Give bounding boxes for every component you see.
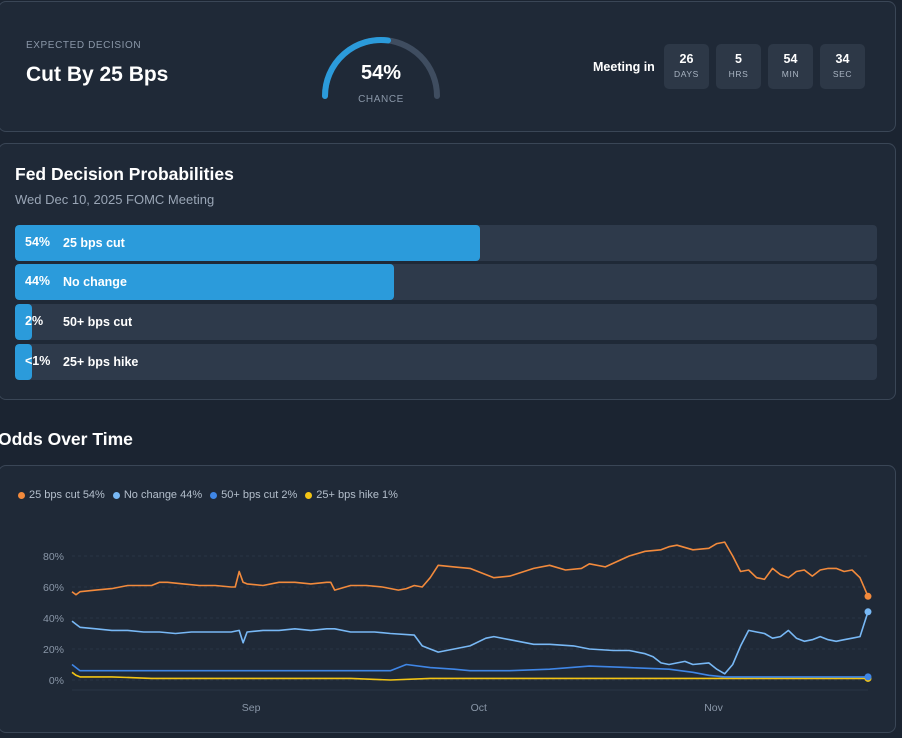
countdown-unit: DAYS [674,69,699,79]
odds-line-chart: 0% 20% 40% 60% 80% Sep Oct Nov [43,541,872,714]
probability-bar-fill [15,225,481,261]
countdown-value: 26 [679,52,694,66]
legend-item[interactable]: No change 44% [112,489,203,501]
series-line-25-bps-hike [71,671,868,681]
probability-percent: <1% [25,354,51,368]
legend-item[interactable]: 25+ bps hike 1% [305,489,398,501]
probability-bar-fill [15,304,33,340]
legend-label: No change 44% [123,489,203,501]
y-tick-label: 0% [49,675,64,687]
probability-row[interactable]: 54% 25 bps cut [15,225,877,261]
expected-decision-value: Cut By 25 Bps [26,63,169,86]
probability-percent: 54% [25,235,51,249]
y-tick-label: 80% [43,551,64,563]
x-tick-label: Nov [704,702,723,714]
expected-decision-label: EXPECTED DECISION [26,40,142,51]
probability-bar-fill [15,344,33,380]
countdown-days: 26 DAYS [664,44,709,89]
probabilities-title: Fed Decision Probabilities [15,164,234,184]
probability-label: 50+ bps cut [63,315,133,329]
series-line-50-bps-cut [71,663,868,678]
legend-dot [112,491,120,499]
legend-item[interactable]: 50+ bps cut 2% [210,489,297,501]
countdown-unit: MIN [781,69,800,79]
countdown-value: 54 [783,52,798,66]
countdown-unit: HRS [728,69,749,79]
meeting-countdown-label: Meeting in [593,60,655,74]
x-tick-label: Sep [242,702,261,714]
legend-dot [18,491,25,499]
chance-gauge [322,37,440,99]
probability-label: No change [63,275,127,289]
gauge-fill [322,37,392,99]
legend-label: 25 bps cut 54% [29,489,105,501]
series-endpoint [864,608,872,616]
countdown-seconds: 34 SEC [820,44,865,89]
gauge-percent: 54% [360,62,402,84]
countdown-minutes: 54 MIN [768,44,813,89]
countdown-value: 34 [835,52,850,66]
legend-item[interactable]: 25 bps cut 54% [18,489,105,501]
y-tick-label: 60% [43,582,64,594]
probability-bar-fill [15,264,395,300]
probability-row[interactable]: 2% 50+ bps cut [15,304,877,340]
gauge-label: CHANCE [358,94,404,105]
series-line-no-change [71,611,869,675]
probability-percent: 44% [25,274,51,288]
legend-dot [305,491,313,499]
probability-row[interactable]: 44% No change [15,264,877,300]
y-tick-label: 40% [43,613,64,625]
countdown-unit: SEC [832,69,853,79]
probability-label: 25+ bps hike [63,355,139,369]
countdown-value: 5 [735,52,742,66]
probability-row[interactable]: <1% 25+ bps hike [15,344,877,380]
probability-percent: 2% [25,314,44,328]
chart-legend: 25 bps cut 54% No change 44% 50+ bps cut… [18,489,398,501]
legend-dot [210,491,218,499]
odds-title: Odds Over Time [0,429,133,449]
probability-label: 25 bps cut [63,236,125,250]
series-endpoint [864,592,872,600]
x-tick-label: Oct [471,702,487,714]
countdown-hours: 5 HRS [716,44,761,89]
y-tick-label: 20% [43,644,64,656]
series-line-25-bps-cut [71,541,869,597]
legend-label: 25+ bps hike 1% [316,489,398,501]
legend-label: 50+ bps cut 2% [221,489,298,501]
odds-chart-card [0,465,896,733]
series-endpoint [864,673,872,681]
probabilities-subtitle: Wed Dec 10, 2025 FOMC Meeting [15,192,215,207]
